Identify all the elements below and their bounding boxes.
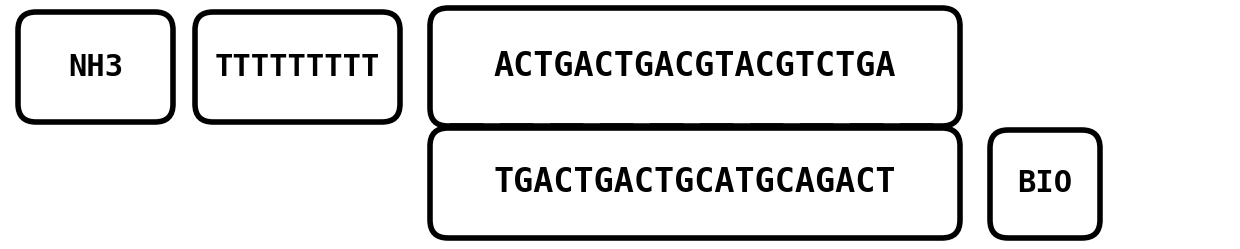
Text: TGACTGACTGCATGCAGACT: TGACTGACTGCATGCAGACT [494, 167, 897, 199]
FancyBboxPatch shape [195, 12, 401, 122]
Text: ACTGACTGACGTACGTCTGA: ACTGACTGACGTACGTCTGA [494, 51, 897, 83]
Text: BIO: BIO [1018, 170, 1073, 198]
FancyBboxPatch shape [430, 8, 960, 126]
Text: NH3: NH3 [68, 53, 123, 81]
FancyBboxPatch shape [990, 130, 1100, 238]
FancyBboxPatch shape [19, 12, 174, 122]
FancyBboxPatch shape [430, 128, 960, 238]
Text: TTTTTTTTT: TTTTTTTTT [215, 53, 381, 81]
